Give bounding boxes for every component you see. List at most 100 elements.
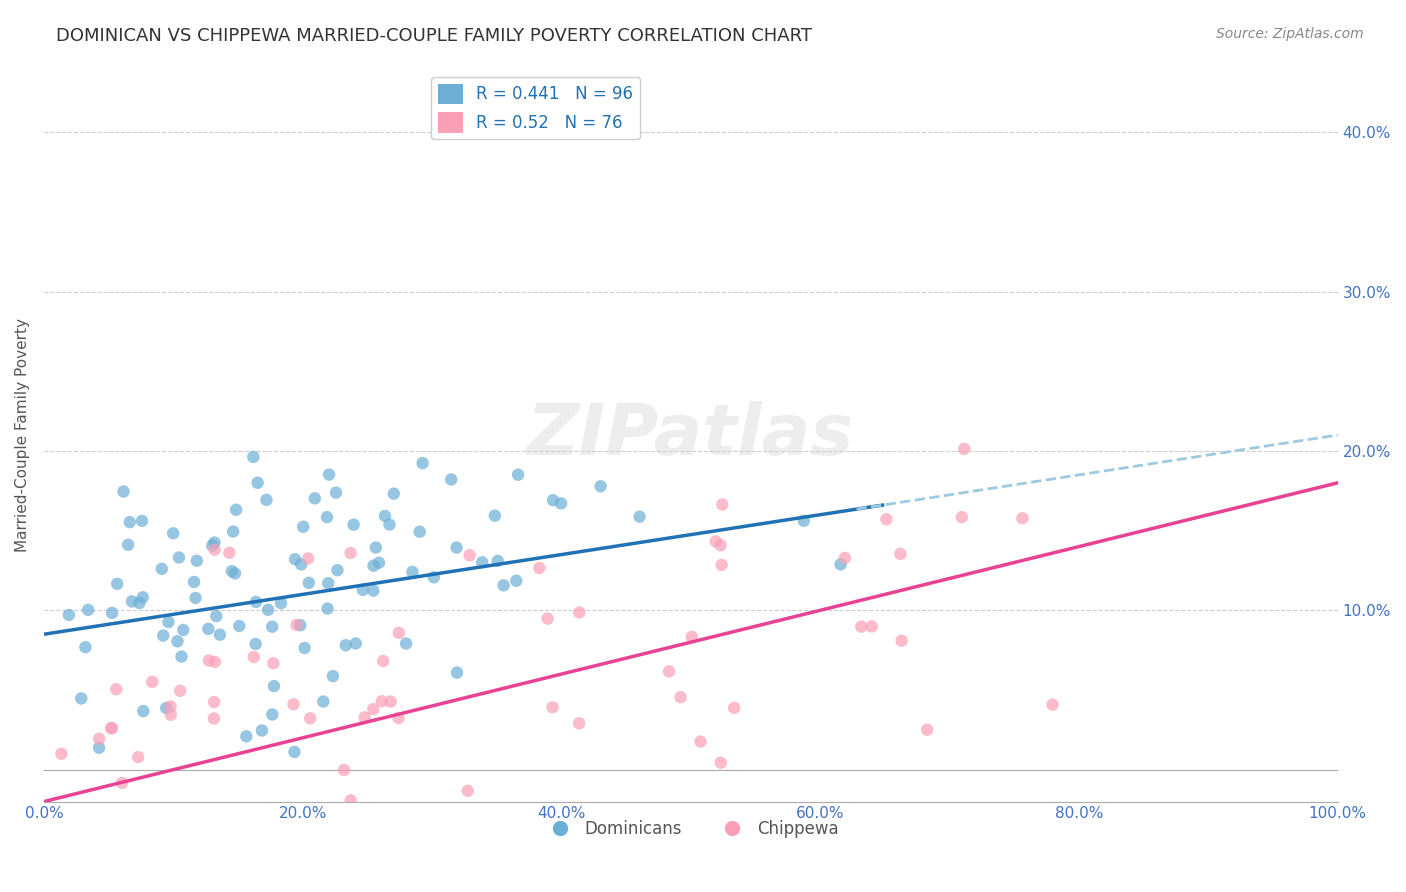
Chippewa bbox=[299, 711, 322, 725]
Chippewa bbox=[202, 711, 225, 725]
Chippewa bbox=[1042, 698, 1064, 712]
Dominicans bbox=[112, 484, 135, 499]
Chippewa bbox=[198, 653, 221, 667]
Chippewa bbox=[242, 650, 264, 665]
Chippewa bbox=[339, 793, 361, 807]
Dominicans bbox=[201, 539, 224, 553]
Dominicans bbox=[292, 519, 315, 533]
Chippewa bbox=[169, 683, 191, 698]
Dominicans bbox=[118, 515, 141, 529]
Chippewa bbox=[361, 702, 384, 716]
Chippewa bbox=[160, 707, 183, 722]
Dominicans bbox=[290, 618, 312, 632]
Dominicans bbox=[197, 622, 219, 636]
Y-axis label: Married-Couple Family Poverty: Married-Couple Family Poverty bbox=[15, 318, 30, 552]
Dominicans bbox=[505, 574, 527, 588]
Dominicans bbox=[326, 563, 349, 577]
Chippewa bbox=[388, 625, 411, 640]
Chippewa bbox=[658, 665, 681, 679]
Dominicans bbox=[152, 629, 174, 643]
Chippewa bbox=[371, 694, 394, 708]
Chippewa bbox=[285, 618, 308, 632]
Dominicans bbox=[157, 615, 180, 629]
Chippewa bbox=[851, 619, 873, 633]
Dominicans bbox=[246, 475, 269, 490]
Dominicans bbox=[793, 514, 815, 528]
Chippewa bbox=[141, 674, 163, 689]
Chippewa bbox=[710, 558, 733, 572]
Dominicans bbox=[132, 591, 155, 605]
Dominicans bbox=[105, 577, 128, 591]
Chippewa bbox=[681, 630, 703, 644]
Dominicans bbox=[131, 514, 153, 528]
Chippewa bbox=[159, 699, 181, 714]
Chippewa bbox=[457, 784, 479, 798]
Dominicans bbox=[132, 704, 155, 718]
Chippewa bbox=[953, 442, 976, 456]
Dominicans bbox=[316, 601, 339, 615]
Dominicans bbox=[170, 649, 193, 664]
Chippewa bbox=[711, 498, 734, 512]
Chippewa bbox=[82, 844, 104, 858]
Dominicans bbox=[166, 634, 188, 648]
Chippewa bbox=[890, 633, 912, 648]
Dominicans bbox=[263, 679, 285, 693]
Dominicans bbox=[221, 564, 243, 578]
Dominicans bbox=[378, 517, 401, 532]
Dominicans bbox=[322, 669, 344, 683]
Dominicans bbox=[270, 596, 292, 610]
Chippewa bbox=[704, 534, 727, 549]
Dominicans bbox=[184, 591, 207, 605]
Legend: Dominicans, Chippewa: Dominicans, Chippewa bbox=[536, 814, 845, 845]
Dominicans bbox=[254, 492, 277, 507]
Dominicans bbox=[58, 607, 80, 622]
Dominicans bbox=[283, 745, 305, 759]
Dominicans bbox=[77, 603, 100, 617]
Chippewa bbox=[541, 700, 564, 714]
Dominicans bbox=[363, 558, 385, 573]
Dominicans bbox=[316, 576, 339, 591]
Chippewa bbox=[73, 831, 96, 846]
Dominicans bbox=[506, 467, 529, 482]
Chippewa bbox=[710, 538, 733, 552]
Dominicans bbox=[318, 467, 340, 482]
Chippewa bbox=[860, 619, 883, 633]
Dominicans bbox=[830, 558, 852, 572]
Chippewa bbox=[1011, 511, 1033, 525]
Chippewa bbox=[249, 852, 271, 866]
Dominicans bbox=[395, 636, 418, 650]
Dominicans bbox=[222, 524, 245, 539]
Dominicans bbox=[352, 582, 374, 597]
Dominicans bbox=[344, 636, 367, 650]
Dominicans bbox=[364, 541, 387, 555]
Chippewa bbox=[723, 701, 745, 715]
Dominicans bbox=[128, 596, 150, 610]
Chippewa bbox=[112, 858, 135, 872]
Dominicans bbox=[262, 620, 284, 634]
Chippewa bbox=[160, 817, 183, 831]
Dominicans bbox=[298, 575, 321, 590]
Chippewa bbox=[889, 547, 911, 561]
Dominicans bbox=[304, 491, 326, 506]
Chippewa bbox=[101, 721, 124, 735]
Dominicans bbox=[446, 541, 468, 555]
Chippewa bbox=[710, 756, 733, 770]
Dominicans bbox=[401, 565, 423, 579]
Chippewa bbox=[204, 655, 226, 669]
Dominicans bbox=[186, 554, 208, 568]
Dominicans bbox=[284, 552, 307, 566]
Chippewa bbox=[186, 858, 208, 872]
Dominicans bbox=[335, 638, 357, 652]
Chippewa bbox=[669, 690, 692, 705]
Dominicans bbox=[408, 524, 430, 539]
Dominicans bbox=[70, 691, 93, 706]
Dominicans bbox=[484, 508, 506, 523]
Chippewa bbox=[950, 510, 973, 524]
Dominicans bbox=[363, 583, 385, 598]
Chippewa bbox=[283, 698, 305, 712]
Dominicans bbox=[628, 509, 651, 524]
Chippewa bbox=[100, 721, 122, 735]
Dominicans bbox=[423, 570, 446, 584]
Dominicans bbox=[471, 555, 494, 569]
Dominicans bbox=[87, 740, 110, 755]
